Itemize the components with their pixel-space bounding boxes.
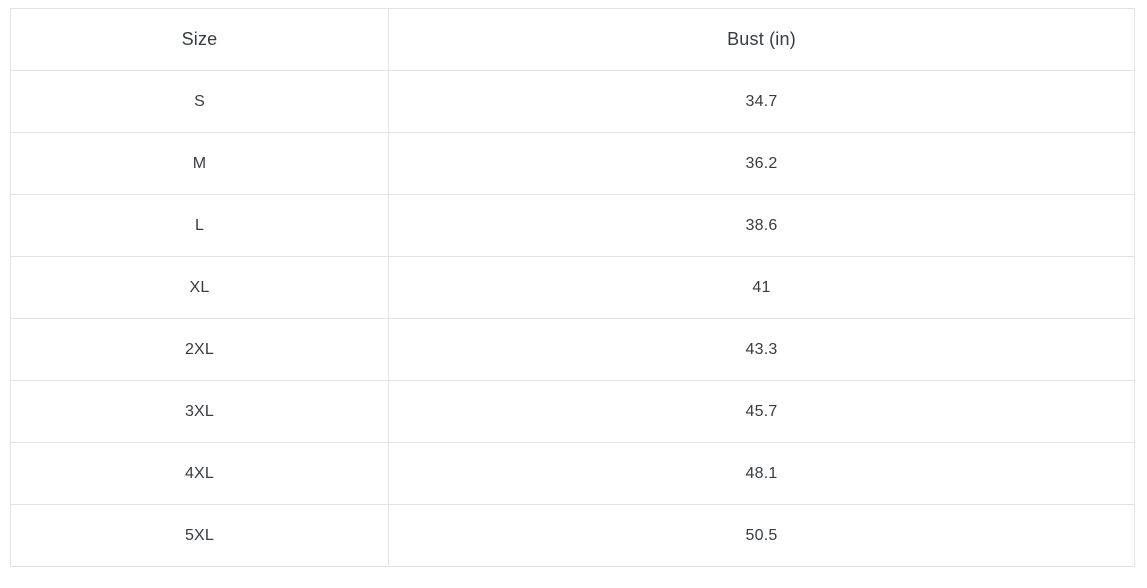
table-row: L 38.6 — [10, 194, 1135, 257]
table-body: S 34.7 M 36.2 L 38.6 XL 41 2XL 43.3 3XL … — [10, 70, 1135, 567]
table-row: XL 41 — [10, 256, 1135, 319]
table-row: S 34.7 — [10, 70, 1135, 133]
size-column-header: Size — [10, 8, 389, 71]
bust-cell: 41 — [388, 256, 1135, 319]
bust-cell: 36.2 — [388, 132, 1135, 195]
size-cell: 2XL — [10, 318, 389, 381]
bust-cell: 45.7 — [388, 380, 1135, 443]
table-row: 5XL 50.5 — [10, 504, 1135, 567]
header-row: Size Bust (in) — [10, 8, 1135, 71]
table-row: M 36.2 — [10, 132, 1135, 195]
size-cell: L — [10, 194, 389, 257]
bust-cell: 34.7 — [388, 70, 1135, 133]
table-header: Size Bust (in) — [10, 8, 1135, 71]
size-cell: 4XL — [10, 442, 389, 505]
bust-column-header: Bust (in) — [388, 8, 1135, 71]
bust-cell: 48.1 — [388, 442, 1135, 505]
bust-cell: 38.6 — [388, 194, 1135, 257]
bust-cell: 43.3 — [388, 318, 1135, 381]
bust-cell: 50.5 — [388, 504, 1135, 567]
table-row: 4XL 48.1 — [10, 442, 1135, 505]
size-cell: 5XL — [10, 504, 389, 567]
table-row: 2XL 43.3 — [10, 318, 1135, 381]
size-cell: XL — [10, 256, 389, 319]
size-cell: S — [10, 70, 389, 133]
table-row: 3XL 45.7 — [10, 380, 1135, 443]
size-cell: M — [10, 132, 389, 195]
size-chart-table: Size Bust (in) S 34.7 M 36.2 L 38.6 XL 4… — [10, 8, 1135, 567]
size-cell: 3XL — [10, 380, 389, 443]
